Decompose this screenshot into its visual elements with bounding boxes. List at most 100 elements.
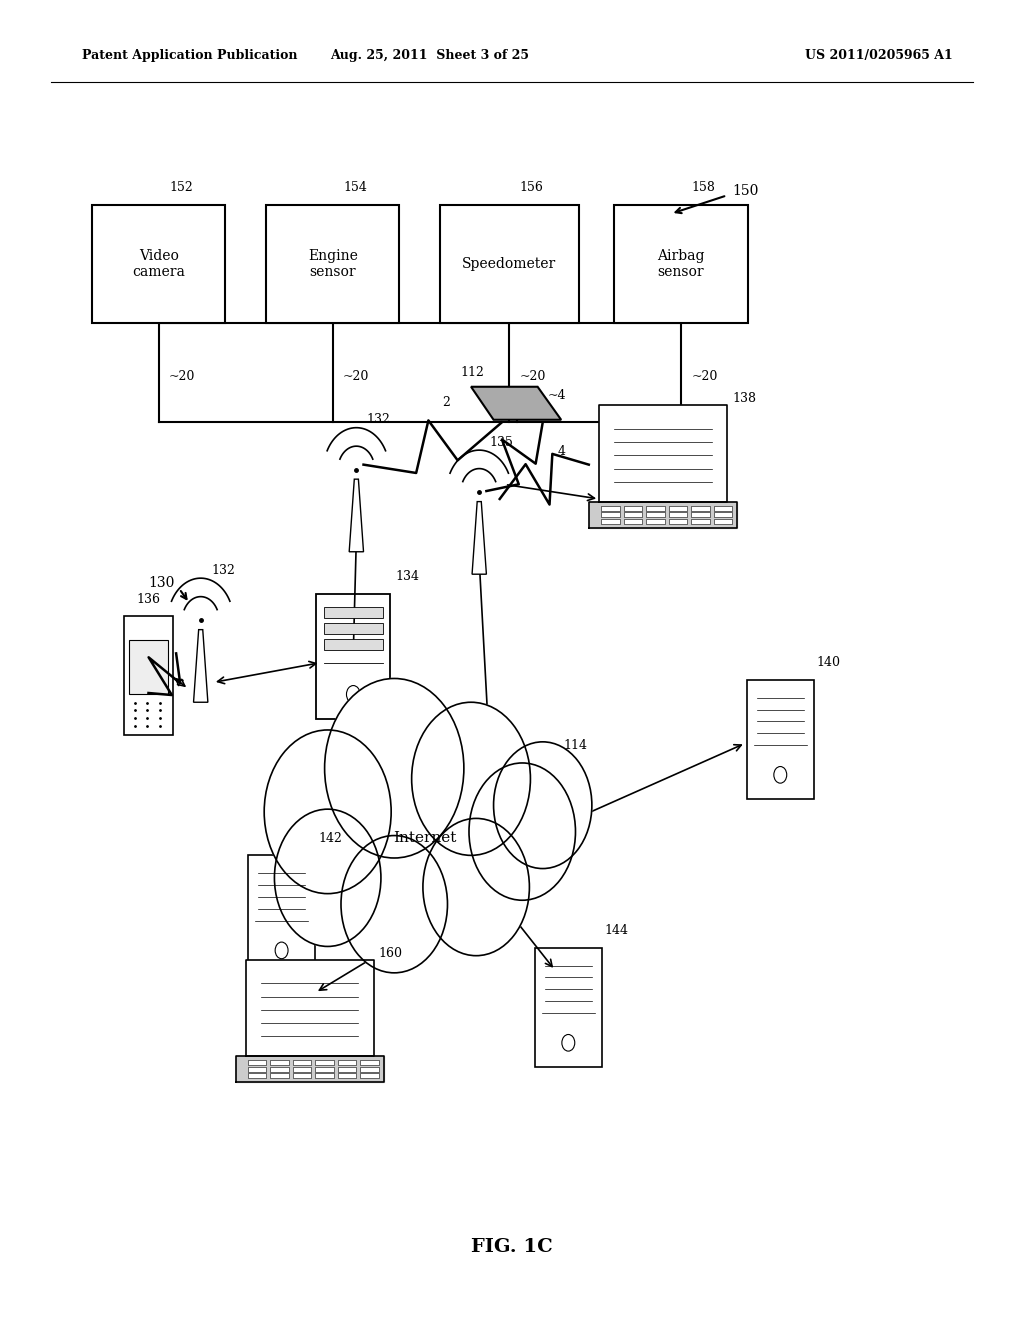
Bar [129, 640, 168, 694]
Text: 132: 132 [367, 413, 390, 426]
Text: FIG. 1C: FIG. 1C [471, 1238, 553, 1257]
Bar [360, 1067, 379, 1072]
Text: 2: 2 [442, 396, 451, 409]
Text: 2: 2 [127, 653, 135, 667]
Bar [601, 506, 620, 511]
Bar [293, 1060, 311, 1065]
Bar [316, 594, 390, 719]
Bar [338, 1067, 356, 1072]
Bar [315, 1073, 334, 1078]
Text: 152: 152 [169, 181, 193, 194]
Bar [669, 506, 687, 511]
Polygon shape [472, 502, 486, 574]
Text: 114: 114 [563, 739, 587, 752]
Bar [714, 506, 732, 511]
Bar [248, 1067, 266, 1072]
Bar [248, 1073, 266, 1078]
Text: 144: 144 [604, 924, 629, 937]
Bar [293, 1067, 311, 1072]
Text: 138: 138 [732, 392, 756, 405]
Polygon shape [236, 1056, 384, 1082]
Bar [714, 519, 732, 524]
Bar [324, 623, 383, 634]
Bar [360, 1060, 379, 1065]
Text: 142: 142 [317, 832, 342, 845]
Bar [691, 506, 710, 511]
Bar [669, 519, 687, 524]
Text: US 2011/0205965 A1: US 2011/0205965 A1 [805, 49, 952, 62]
Text: 132: 132 [211, 564, 234, 577]
Text: ~20: ~20 [519, 370, 546, 383]
Bar [624, 512, 642, 517]
Circle shape [274, 809, 381, 946]
Bar [293, 1073, 311, 1078]
Circle shape [264, 730, 391, 894]
Bar [324, 607, 383, 618]
Bar [601, 519, 620, 524]
Bar [691, 512, 710, 517]
Bar [360, 1073, 379, 1078]
Text: ~20: ~20 [691, 370, 718, 383]
Text: Internet: Internet [393, 832, 457, 845]
Circle shape [412, 702, 530, 855]
Bar [601, 512, 620, 517]
Bar [338, 1060, 356, 1065]
Bar [315, 1060, 334, 1065]
Text: Engine
sensor: Engine sensor [308, 249, 357, 279]
Bar [270, 1060, 289, 1065]
Bar [669, 512, 687, 517]
Circle shape [494, 742, 592, 869]
FancyBboxPatch shape [266, 205, 399, 323]
Circle shape [325, 678, 464, 858]
Text: 158: 158 [691, 181, 715, 194]
Circle shape [423, 818, 529, 956]
Bar [248, 1060, 266, 1065]
Polygon shape [599, 405, 727, 502]
Text: 140: 140 [817, 656, 841, 669]
Polygon shape [471, 387, 561, 420]
Text: 154: 154 [343, 181, 367, 194]
Bar [249, 855, 315, 974]
Bar [646, 506, 665, 511]
Text: ~4: ~4 [548, 389, 566, 403]
Text: 112: 112 [461, 366, 484, 379]
Bar [624, 506, 642, 511]
Bar [536, 948, 602, 1067]
Bar [124, 616, 173, 735]
Polygon shape [246, 960, 374, 1056]
Text: 135: 135 [489, 436, 513, 449]
Text: 156: 156 [519, 181, 544, 194]
Polygon shape [194, 630, 208, 702]
Text: Video
camera: Video camera [132, 249, 185, 279]
Bar [270, 1067, 289, 1072]
Bar [646, 519, 665, 524]
Bar [646, 512, 665, 517]
Text: Aug. 25, 2011  Sheet 3 of 25: Aug. 25, 2011 Sheet 3 of 25 [331, 49, 529, 62]
FancyBboxPatch shape [440, 205, 579, 323]
Bar [324, 639, 383, 651]
Text: ~20: ~20 [343, 370, 370, 383]
Circle shape [341, 836, 447, 973]
Text: 160: 160 [379, 946, 402, 960]
Text: 136: 136 [136, 593, 161, 606]
Text: ~20: ~20 [169, 370, 196, 383]
Bar [270, 1073, 289, 1078]
Polygon shape [589, 502, 737, 528]
Bar [714, 512, 732, 517]
Text: Patent Application Publication: Patent Application Publication [82, 49, 297, 62]
Bar [338, 1073, 356, 1078]
FancyBboxPatch shape [92, 205, 225, 323]
Text: 4: 4 [558, 445, 566, 458]
Bar [624, 519, 642, 524]
Text: Speedometer: Speedometer [462, 257, 557, 271]
Text: 130: 130 [148, 577, 175, 590]
Bar [691, 519, 710, 524]
Circle shape [469, 763, 575, 900]
Polygon shape [349, 479, 364, 552]
FancyBboxPatch shape [614, 205, 748, 323]
Text: Airbag
sensor: Airbag sensor [657, 249, 705, 279]
Text: 150: 150 [732, 185, 759, 198]
Bar [748, 680, 813, 799]
Text: 134: 134 [395, 570, 419, 583]
Bar [315, 1067, 334, 1072]
